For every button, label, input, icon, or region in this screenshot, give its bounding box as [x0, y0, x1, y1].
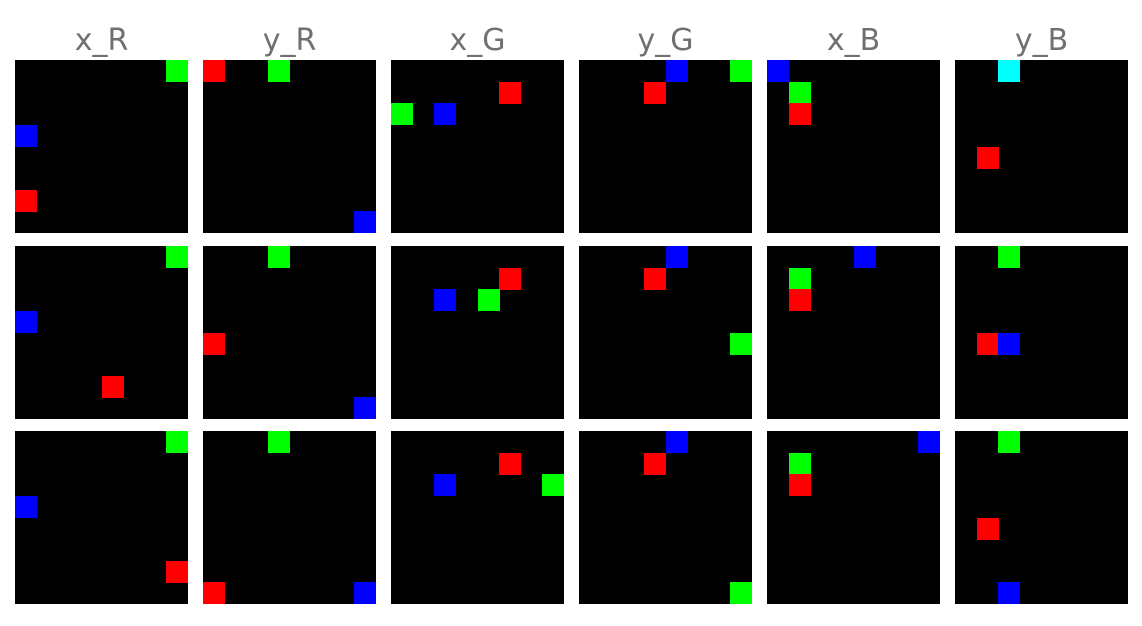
panel-row1-y-g [579, 60, 752, 233]
green-pixel [268, 246, 290, 268]
column-title-y-b: y_B [1014, 23, 1069, 58]
green-pixel [166, 246, 188, 268]
blue-pixel [354, 582, 376, 604]
red-pixel [499, 453, 521, 475]
green-pixel [391, 103, 413, 125]
red-pixel [789, 103, 811, 125]
column-title-x-r: x_R [74, 23, 129, 58]
panel-row3-y-g [579, 431, 752, 604]
panel-row3-x-r [15, 431, 188, 604]
red-pixel [499, 82, 521, 104]
panel-row1-x-b [767, 60, 940, 233]
green-pixel [730, 60, 752, 82]
red-pixel [203, 60, 225, 82]
red-pixel [102, 376, 124, 398]
panel-row2-x-g [391, 246, 564, 419]
blue-pixel [666, 60, 688, 82]
blue-pixel [666, 431, 688, 453]
blue-pixel [15, 311, 37, 333]
blue-pixel [918, 431, 940, 453]
blue-pixel [354, 211, 376, 233]
green-pixel [268, 60, 290, 82]
green-pixel [268, 431, 290, 453]
panel-row2-x-r [15, 246, 188, 419]
green-pixel [998, 246, 1020, 268]
red-pixel [644, 82, 666, 104]
panel-row3-y-r [203, 431, 376, 604]
green-pixel [542, 474, 564, 496]
red-pixel [977, 333, 999, 355]
blue-pixel [434, 289, 456, 311]
green-pixel [730, 333, 752, 355]
green-pixel [730, 582, 752, 604]
column-title-x-g: x_G [449, 23, 506, 58]
column-title-x-b: x_B [826, 23, 881, 58]
red-pixel [15, 190, 37, 212]
panel-row3-x-g [391, 431, 564, 604]
red-pixel [644, 268, 666, 290]
blue-pixel [666, 246, 688, 268]
panel-row2-y-b [955, 246, 1128, 419]
panel-row2-y-g [579, 246, 752, 419]
red-pixel [977, 518, 999, 540]
red-pixel [166, 561, 188, 583]
blue-pixel [998, 582, 1020, 604]
green-pixel [166, 60, 188, 82]
blue-pixel [15, 496, 37, 518]
red-pixel [499, 268, 521, 290]
column-title-y-g: y_G [637, 23, 694, 58]
blue-pixel [854, 246, 876, 268]
red-pixel [203, 333, 225, 355]
blue-pixel [767, 60, 789, 82]
green-pixel [789, 268, 811, 290]
panel-row1-x-g [391, 60, 564, 233]
red-pixel [203, 582, 225, 604]
red-pixel [644, 453, 666, 475]
panel-row1-y-r [203, 60, 376, 233]
red-pixel [789, 474, 811, 496]
blue-pixel [354, 397, 376, 419]
green-pixel [789, 82, 811, 104]
blue-pixel [998, 333, 1020, 355]
panel-row3-x-b [767, 431, 940, 604]
panel-row2-y-r [203, 246, 376, 419]
red-pixel [789, 289, 811, 311]
panel-row3-y-b [955, 431, 1128, 604]
cyan-pixel [998, 60, 1020, 82]
blue-pixel [434, 103, 456, 125]
green-pixel [166, 431, 188, 453]
green-pixel [998, 431, 1020, 453]
blue-pixel [15, 125, 37, 147]
panel-row1-x-r [15, 60, 188, 233]
column-title-y-r: y_R [262, 23, 317, 58]
green-pixel [789, 453, 811, 475]
panel-row1-y-b [955, 60, 1128, 233]
red-pixel [977, 147, 999, 169]
blue-pixel [434, 474, 456, 496]
panel-row2-x-b [767, 246, 940, 419]
green-pixel [478, 289, 500, 311]
